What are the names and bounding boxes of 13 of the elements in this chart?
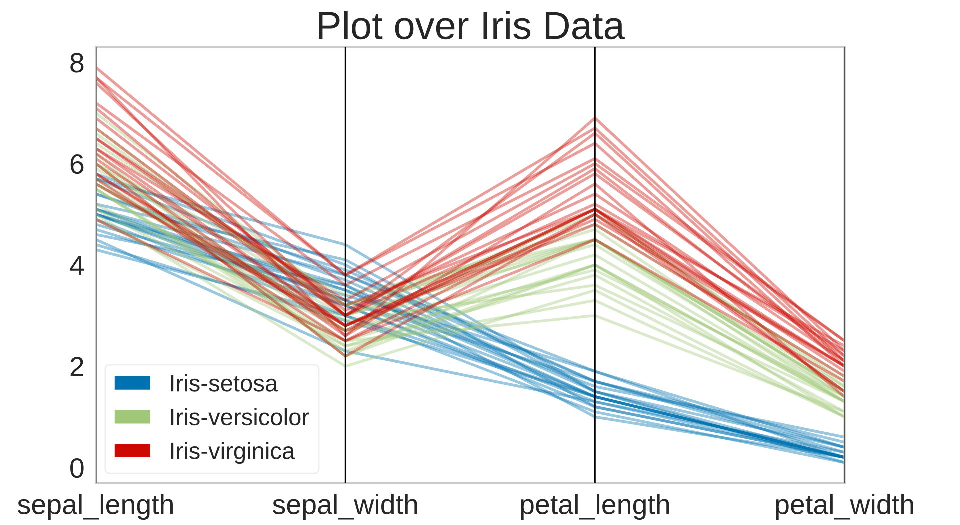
x-tick-label: petal_width (776, 494, 914, 520)
y-tick-label: 2 (70, 357, 84, 377)
x-tick-label: sepal_width (273, 494, 418, 520)
x-tick-label: petal_length (521, 494, 670, 520)
y-tick-label: 4 (70, 256, 84, 276)
chart-title: Plot over Iris Data (319, 11, 625, 40)
y-tick-label: 6 (70, 154, 84, 174)
legend-label: Iris-virginica (171, 442, 296, 464)
legend-label: Iris-versicolor (171, 408, 310, 426)
y-tick-label: 0 (70, 458, 84, 478)
legend-label: Iris-setosa (171, 374, 278, 392)
x-tick-label: sepal_length (18, 494, 173, 520)
y-tick-label: 8 (70, 53, 84, 73)
